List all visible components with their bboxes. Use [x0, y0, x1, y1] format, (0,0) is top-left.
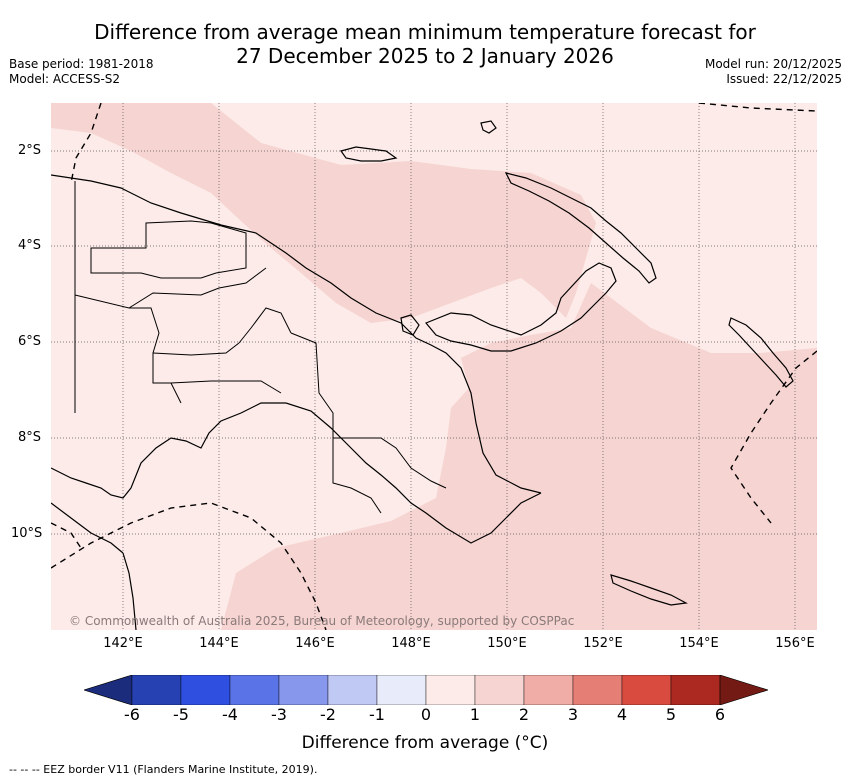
- lat-label-4s: 4°S: [18, 238, 42, 253]
- lat-label-10s: 10°S: [11, 526, 43, 541]
- colorbar-tick-label: 6: [714, 705, 726, 724]
- colorbar-box: [376, 674, 427, 706]
- title-line-2: 27 December 2025 to 2 January 2026: [236, 44, 614, 68]
- colorbar-label: Difference from average (°C): [301, 733, 549, 753]
- colorbar-box: [131, 674, 182, 706]
- eez-west: [70, 103, 102, 184]
- colorbar-box: [621, 674, 672, 706]
- meta-left: Base period: 1981-2018 Model: ACCESS-S2: [9, 57, 154, 87]
- title-line-1: Difference from average mean minimum tem…: [94, 20, 756, 44]
- provincial-boundaries: [74, 181, 447, 514]
- anomaly-zone-1-2-south: [221, 283, 817, 630]
- island-new-britain: [425, 262, 617, 352]
- island-south-east: [610, 574, 688, 606]
- colorbar-tick-label: 2: [518, 705, 530, 724]
- colorbar-box: [180, 674, 231, 706]
- lon-label-150e: 150°E: [487, 636, 527, 651]
- colorbar-tick-label: 4: [616, 705, 628, 724]
- colorbar-box: [278, 674, 329, 706]
- colorbar-extend-high: [719, 674, 770, 706]
- meta-right: Model run: 20/12/2025 Issued: 22/12/2025: [705, 57, 842, 87]
- colorbar-svg: [82, 674, 770, 706]
- lon-label-154e: 154°E: [679, 636, 719, 651]
- colorbar-tick-label: -4: [222, 705, 238, 724]
- island-bougainville: [728, 317, 794, 388]
- island-new-ireland: [504, 172, 657, 284]
- colorbar-tick-label: 3: [567, 705, 579, 724]
- base-period: Base period: 1981-2018: [9, 57, 154, 71]
- copyright-notice: © Commonwealth of Australia 2025, Bureau…: [69, 614, 575, 628]
- island-mid-small: [400, 314, 420, 336]
- eez-east: [730, 350, 817, 524]
- island-north-small: [480, 120, 497, 134]
- colorbar-tick-label: -3: [271, 705, 287, 724]
- colorbar-box: [572, 674, 623, 706]
- colorbar-tick-label: -5: [173, 705, 189, 724]
- colorbar-extend-low: [82, 674, 133, 706]
- island-manus: [340, 146, 398, 162]
- torres-strait-coast: [51, 502, 124, 554]
- coastline: [51, 120, 794, 630]
- colorbar-box: [474, 674, 525, 706]
- mainland-coast-north: [51, 174, 542, 494]
- model-run: Model run: 20/12/2025: [704, 57, 842, 71]
- map-panel: [51, 103, 817, 630]
- colorbar: [82, 674, 770, 706]
- colorbar-tick-label: 1: [469, 705, 481, 724]
- colorbar-box: [327, 674, 378, 706]
- lon-label-156e: 156°E: [775, 636, 815, 651]
- cape-york-coast: [122, 552, 137, 630]
- map-svg: [51, 103, 817, 630]
- colorbar-box: [523, 674, 574, 706]
- colorbar-box: [425, 674, 476, 706]
- colorbar-box: [229, 674, 280, 706]
- colorbar-tick-label: -2: [320, 705, 336, 724]
- eez-south-coral: [51, 522, 82, 549]
- lon-label-152e: 152°E: [583, 636, 623, 651]
- anomaly-zone-1-2-north: [51, 103, 596, 323]
- model-name: Model: ACCESS-S2: [9, 72, 121, 86]
- eez-south-west: [51, 502, 327, 630]
- lon-label-142e: 142°E: [103, 636, 143, 651]
- eez-footnote: -- -- -- EEZ border V11 (Flanders Marine…: [9, 763, 318, 776]
- lat-label-6s: 6°S: [18, 334, 42, 349]
- issued-date: Issued: 22/12/2025: [726, 72, 842, 86]
- graticule: [51, 103, 817, 630]
- lon-label-146e: 146°E: [295, 636, 335, 651]
- colorbar-tick-label: -1: [369, 705, 385, 724]
- colorbar-box: [670, 674, 721, 706]
- colorbar-tick-label: 5: [665, 705, 677, 724]
- colorbar-tick-label: 0: [420, 705, 432, 724]
- lon-label-148e: 148°E: [391, 636, 431, 651]
- mainland-coast-south: [51, 402, 542, 544]
- lon-label-144e: 144°E: [199, 636, 239, 651]
- lat-label-8s: 8°S: [18, 430, 42, 445]
- map-title: Difference from average mean minimum tem…: [0, 20, 850, 68]
- eez-borders: [51, 103, 817, 630]
- colorbar-tick-label: -6: [124, 705, 140, 724]
- lat-label-2s: 2°S: [18, 143, 42, 158]
